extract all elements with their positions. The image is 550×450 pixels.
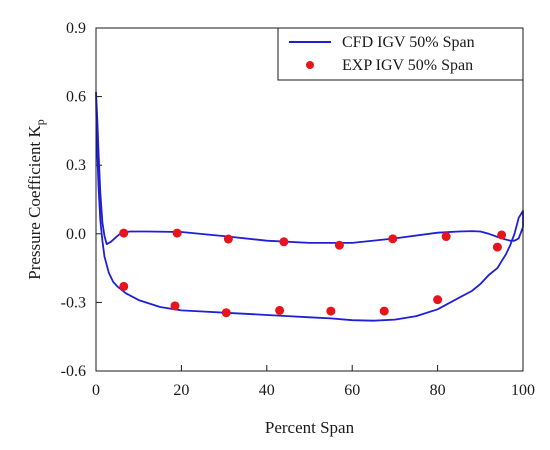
exp-data-point [492, 242, 502, 252]
y-axis-title: Pressure Coefficient Kp [25, 119, 47, 280]
x-tick-label: 60 [344, 382, 360, 399]
x-tick-label: 100 [511, 382, 535, 399]
plot-layer [95, 91, 524, 322]
exp-data-point [223, 234, 233, 244]
exp-data-point [119, 228, 129, 238]
x-tick-label: 0 [92, 382, 100, 399]
exp-data-point [119, 281, 129, 291]
exp-data-point [326, 306, 336, 316]
y-tick-label: -0.3 [61, 294, 86, 311]
legend-exp-marker-swatch [306, 61, 314, 69]
exp-data-point [433, 295, 443, 305]
y-axis-title-main: Pressure Coefficient K [25, 125, 44, 280]
exp-data-point [379, 306, 389, 316]
y-axis-title-subscript: p [33, 119, 47, 125]
y-tick-label: -0.6 [61, 363, 86, 380]
exp-data-point [221, 308, 231, 318]
y-tick-label: 0.6 [66, 89, 86, 106]
exp-data-point [441, 232, 451, 242]
exp-data-point [388, 234, 398, 244]
exp-data-point [497, 230, 507, 240]
x-axis-title: Percent Span [265, 418, 355, 437]
legend-exp-label: EXP IGV 50% Span [342, 57, 473, 74]
x-tick-label: 80 [430, 382, 446, 399]
y-tick-label: 0.3 [66, 157, 86, 174]
y-tick-label: 0.9 [66, 20, 86, 37]
x-tick-label: 20 [173, 382, 189, 399]
cfd-series-line [95, 91, 524, 322]
legend-box [277, 27, 524, 81]
exp-data-point [334, 240, 344, 250]
exp-data-point [170, 301, 180, 311]
exp-data-point [172, 228, 182, 238]
y-tick-label: 0.0 [66, 226, 86, 243]
legend-cfd-label: CFD IGV 50% Span [342, 34, 475, 51]
x-tick-label: 40 [259, 382, 275, 399]
exp-data-point [279, 237, 289, 247]
exp-data-point [275, 305, 285, 315]
legend: CFD IGV 50% Span EXP IGV 50% Span [277, 27, 524, 81]
